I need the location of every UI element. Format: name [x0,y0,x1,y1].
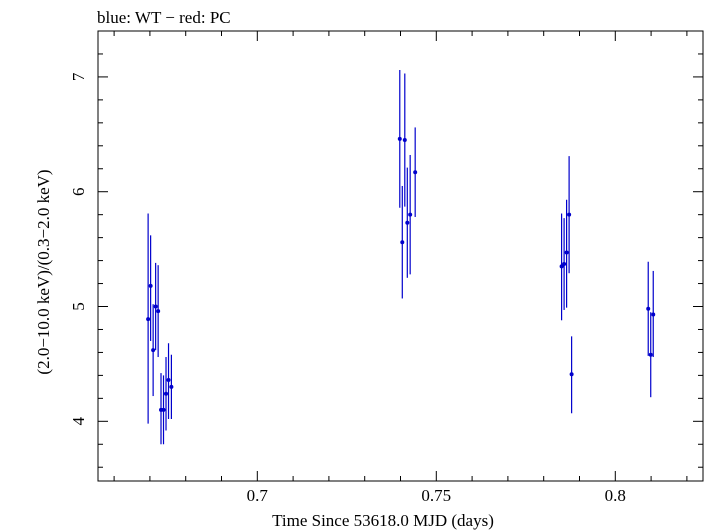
y-tick-label: 4 [69,417,88,426]
data-point [651,312,656,317]
x-tick-label: 0.7 [247,486,269,505]
y-axis-label: (2.0−10.0 keV)/(0.3−2.0 keV) [34,169,53,374]
data-point [405,220,410,225]
data-point [156,309,161,314]
data-point [646,306,651,311]
axis-tick-labels: 0.7 0.75 0.8 4 5 6 7 [69,72,626,505]
data-point [161,407,166,412]
data-point [151,348,156,353]
plot-frame [97,30,704,482]
chart-title: blue: WT − red: PC [97,8,231,27]
data-point [564,250,569,255]
data-point [164,391,169,396]
y-tick-label: 6 [69,187,88,196]
axis-ticks [98,30,703,481]
data-point [400,240,405,245]
data-point [569,372,574,377]
data-point [402,138,407,143]
x-tick-label: 0.75 [421,486,451,505]
data-point [397,136,402,141]
y-tick-label: 7 [69,72,88,81]
data-point [153,304,158,309]
data-point [169,384,174,389]
data-point [166,377,171,382]
x-axis-label: Time Since 53618.0 MJD (days) [272,511,494,530]
data-point [408,212,413,217]
data-point [146,317,151,322]
y-tick-label: 5 [69,302,88,311]
data-point [562,262,567,267]
data-layer [146,70,656,445]
data-point [567,212,572,217]
data-point [413,170,418,175]
data-point [148,283,153,288]
data-point [648,352,653,357]
x-tick-label: 0.8 [605,486,626,505]
